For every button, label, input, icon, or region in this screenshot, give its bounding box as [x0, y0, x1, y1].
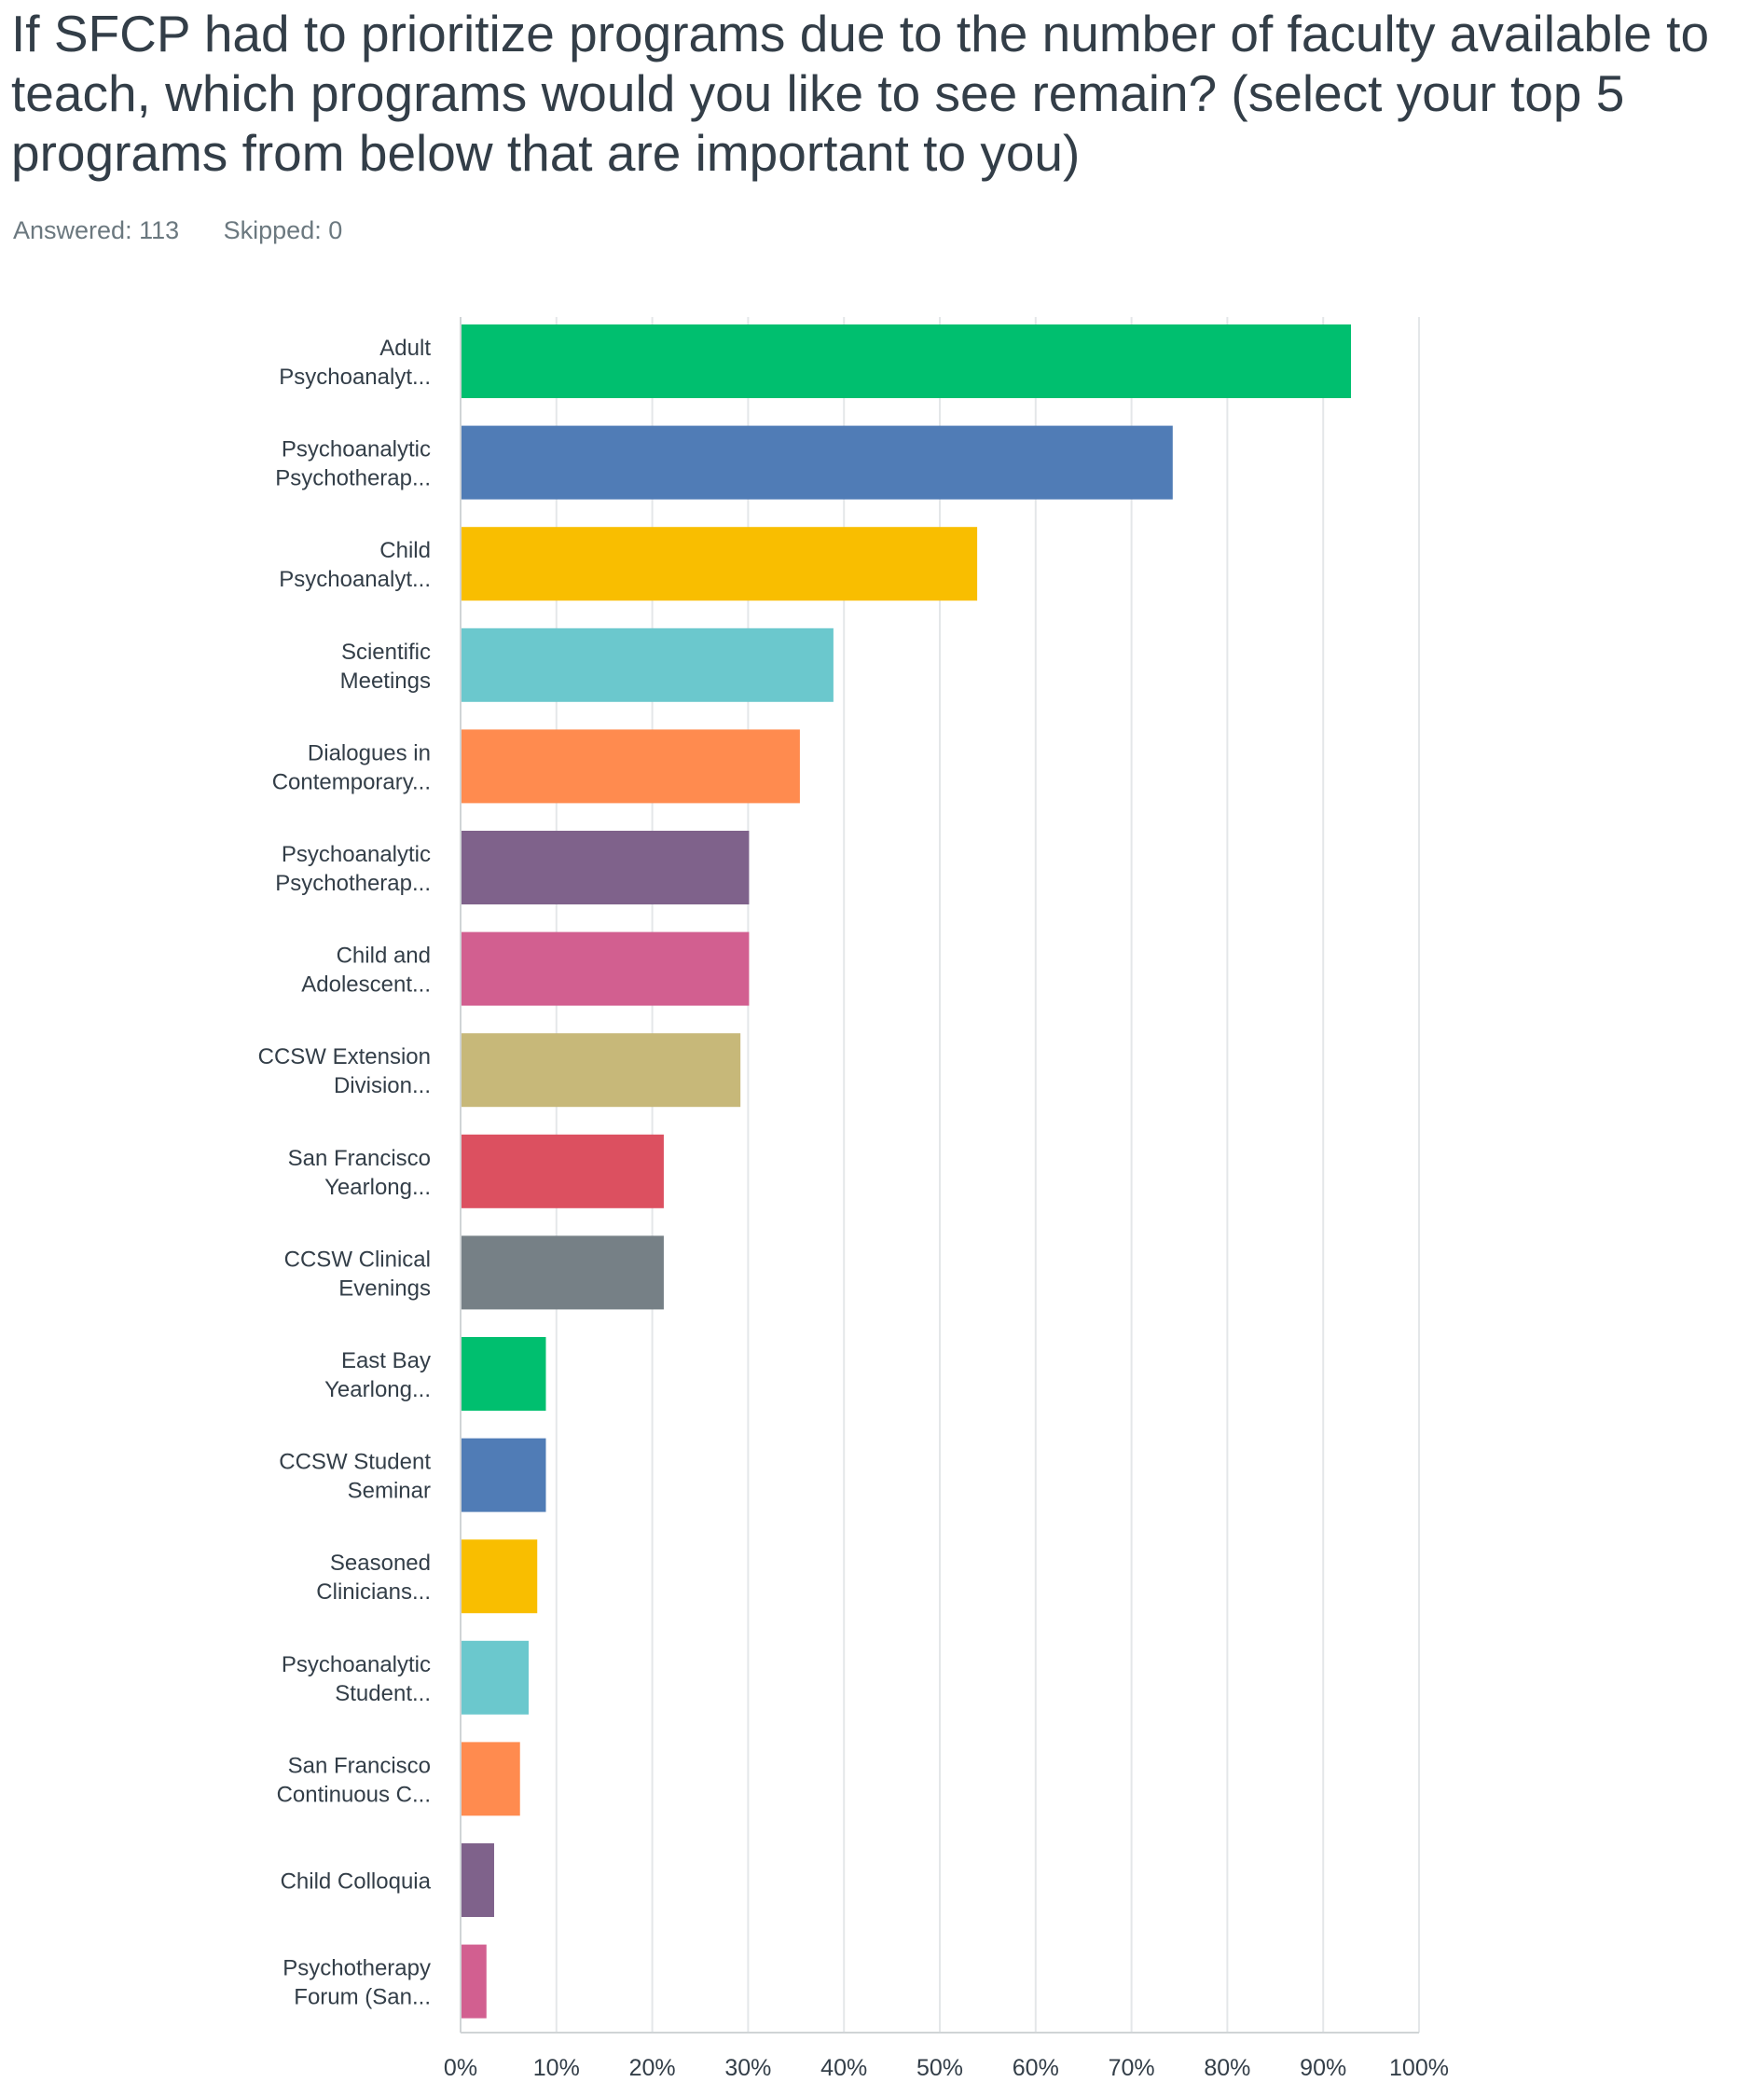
category-label: Child Psychoanalyt...	[279, 538, 431, 592]
bar	[462, 1033, 741, 1108]
x-tick-label: 50%	[916, 2055, 963, 2081]
bar	[462, 729, 800, 804]
bar	[462, 1539, 538, 1614]
category-label: Adult Psychoanalyt...	[279, 336, 431, 390]
bar	[462, 1235, 664, 1310]
response-stats: Answered: 113 Skipped: 0	[13, 216, 379, 245]
bar	[462, 1337, 546, 1411]
bar	[462, 425, 1173, 500]
category-label: Child and Adolescent...	[301, 944, 431, 998]
bar	[462, 931, 750, 1006]
bar	[462, 831, 750, 904]
bar	[462, 1438, 546, 1512]
category-label: Child Colloquia	[281, 1869, 432, 1895]
category-label: San Francisco Yearlong...	[288, 1146, 431, 1200]
category-label: Psychoanalytic Psychotherap...	[275, 842, 431, 896]
bar	[462, 324, 1352, 398]
category-label: Psychoanalytic Student...	[282, 1652, 431, 1706]
category-label: Psychotherapy Forum (San...	[283, 1956, 431, 2010]
category-label: Dialogues in Contemporary...	[272, 740, 431, 794]
x-tick-label: 100%	[1389, 2055, 1449, 2081]
x-tick-label: 90%	[1300, 2055, 1346, 2081]
category-label: Seasoned Clinicians...	[316, 1551, 431, 1605]
bar	[462, 1134, 664, 1208]
x-tick-label: 60%	[1013, 2055, 1059, 2081]
category-label: San Francisco Continuous C...	[277, 1753, 431, 1807]
skipped-count: Skipped: 0	[223, 216, 343, 244]
category-label: CCSW Clinical Evenings	[284, 1247, 431, 1301]
category-label: CCSW Student Seminar	[279, 1450, 431, 1504]
answered-count: Answered: 113	[13, 216, 180, 244]
x-tick-label: 70%	[1109, 2055, 1155, 2081]
question-title: If SFCP had to prioritize programs due t…	[11, 5, 1710, 182]
bar	[462, 627, 834, 702]
x-tick-label: 20%	[629, 2055, 676, 2081]
category-label: Psychoanalytic Psychotherap...	[275, 437, 431, 491]
category-label: Scientific Meetings	[340, 640, 431, 694]
bar	[462, 1843, 494, 1917]
x-tick-label: 30%	[724, 2055, 771, 2081]
bar	[462, 527, 978, 601]
x-tick-label: 80%	[1204, 2055, 1250, 2081]
category-label: CCSW Extension Division...	[258, 1044, 431, 1098]
bar	[462, 1944, 487, 2019]
category-label: East Bay Yearlong...	[324, 1348, 431, 1402]
bar	[462, 1742, 520, 1816]
bar	[462, 1640, 529, 1715]
x-tick-label: 40%	[820, 2055, 867, 2081]
x-tick-label: 0%	[444, 2055, 477, 2081]
x-tick-label: 10%	[533, 2055, 580, 2081]
